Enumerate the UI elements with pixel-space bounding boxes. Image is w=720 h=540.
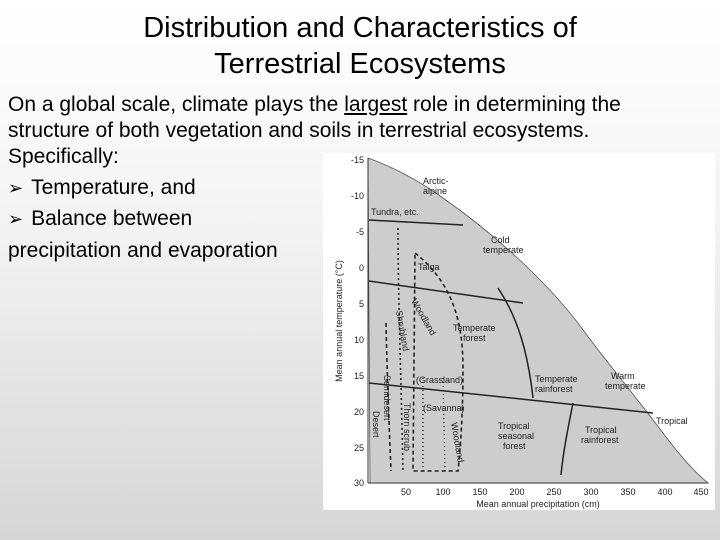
biome-label-tropical: Tropical [656, 416, 688, 426]
biome-label-taiga: Taiga [418, 262, 440, 272]
emphasis-largest: largest [344, 93, 408, 116]
x-tick-label: 450 [693, 487, 708, 497]
y-axis-ticks: -15 -10 -5 0 5 10 15 20 25 30 [351, 155, 364, 488]
body-text: On a global scale, climate plays the lar… [8, 92, 720, 264]
grassland-boundary [412, 251, 464, 472]
y-tick-label: 25 [354, 443, 364, 453]
bullet-continuation: precipitation and evaporation [8, 239, 278, 262]
y-tick-label: 15 [354, 371, 364, 381]
bullet-item-balance: ➢ Balance between [8, 206, 720, 232]
semidesert-boundary [385, 322, 392, 472]
x-axis-ticks: 50 100 150 200 250 300 350 400 450 [401, 487, 709, 497]
x-tick-label: 300 [583, 487, 598, 497]
tundra-taiga-boundary [368, 219, 464, 226]
x-tick-label: 100 [435, 487, 450, 497]
body-line-1-start: On a global scale, climate plays the [8, 93, 345, 116]
biome-label-desert: Desert [371, 411, 381, 438]
temperate-rainforest-boundary [497, 287, 534, 399]
x-tick-label: 400 [657, 487, 672, 497]
x-tick-label: 150 [472, 487, 487, 497]
biome-label-grassland: (Grassland) [416, 375, 463, 385]
body-line-3: Specifically: [8, 145, 119, 168]
y-tick-label: -15 [351, 155, 364, 165]
x-tick-label: 50 [401, 487, 411, 497]
biome-label-thorn-scrub: Thorn scrub [402, 403, 412, 451]
biome-label-warm-temperate: Warm temperate [605, 371, 646, 391]
taiga-forest-boundary [368, 280, 524, 304]
biome-label-savanna: (Savanna) [423, 403, 465, 413]
biome-label-tundra: Tundra, etc. [371, 207, 419, 217]
tropical-rainforest-boundary [560, 402, 574, 476]
climate-envelope [367, 157, 710, 484]
body-line-2: structure of both vegetation and soils i… [8, 119, 590, 142]
arrow-bullet-icon: ➢ [8, 178, 24, 198]
x-tick-label: 250 [546, 487, 561, 497]
temperate-tropical-boundary [368, 382, 654, 414]
y-tick-label: 10 [354, 335, 364, 345]
y-tick-label: 30 [354, 478, 364, 488]
biome-label-temperate-forest: Temperate forest [453, 323, 498, 343]
body-line-1: On a global scale, climate plays the lar… [8, 92, 720, 118]
biome-label-cold-temperate: Cold temperate [483, 235, 524, 255]
bullet-text-temperature: Temperature, and [31, 176, 196, 199]
biome-label-semidesert: Semidesert [382, 375, 392, 421]
y-axis-title: Mean annual temperature (°C) [334, 260, 344, 382]
bullet-text-balance: Balance between [31, 207, 193, 230]
title-line-2: Terrestrial Ecosystems [214, 48, 506, 80]
y-tick-label: 20 [354, 407, 364, 417]
y-tick-label: 5 [359, 299, 364, 309]
biome-label-arctic-alpine: Arctic- alpine [423, 176, 451, 196]
biome-label-tropical-seasonal-forest: Tropical seasonal forest [498, 421, 537, 451]
x-tick-label: 350 [620, 487, 635, 497]
y-tick-label: 0 [359, 263, 364, 273]
biome-climate-diagram: -15 -10 -5 0 5 10 15 20 25 30 50 100 150… [323, 153, 715, 510]
arrow-bullet-icon: ➢ [8, 209, 24, 229]
biome-label-tropical-rainforest: Tropical rainforest [581, 425, 619, 445]
slide-title: Distribution and Characteristics of Terr… [0, 10, 720, 82]
body-line-1-end: role in determining the [407, 93, 621, 116]
x-axis-title: Mean annual precipitation (cm) [476, 499, 600, 509]
x-tick-label: 200 [509, 487, 524, 497]
forest-boundary [397, 227, 404, 472]
y-tick-label: -10 [351, 191, 364, 201]
bullet-item-temperature: ➢ Temperature, and [8, 175, 720, 201]
biome-label-temperate-rainforest: Temperate rainforest [535, 374, 580, 394]
title-line-1: Distribution and Characteristics of [143, 12, 577, 44]
y-tick-label: -5 [356, 227, 364, 237]
